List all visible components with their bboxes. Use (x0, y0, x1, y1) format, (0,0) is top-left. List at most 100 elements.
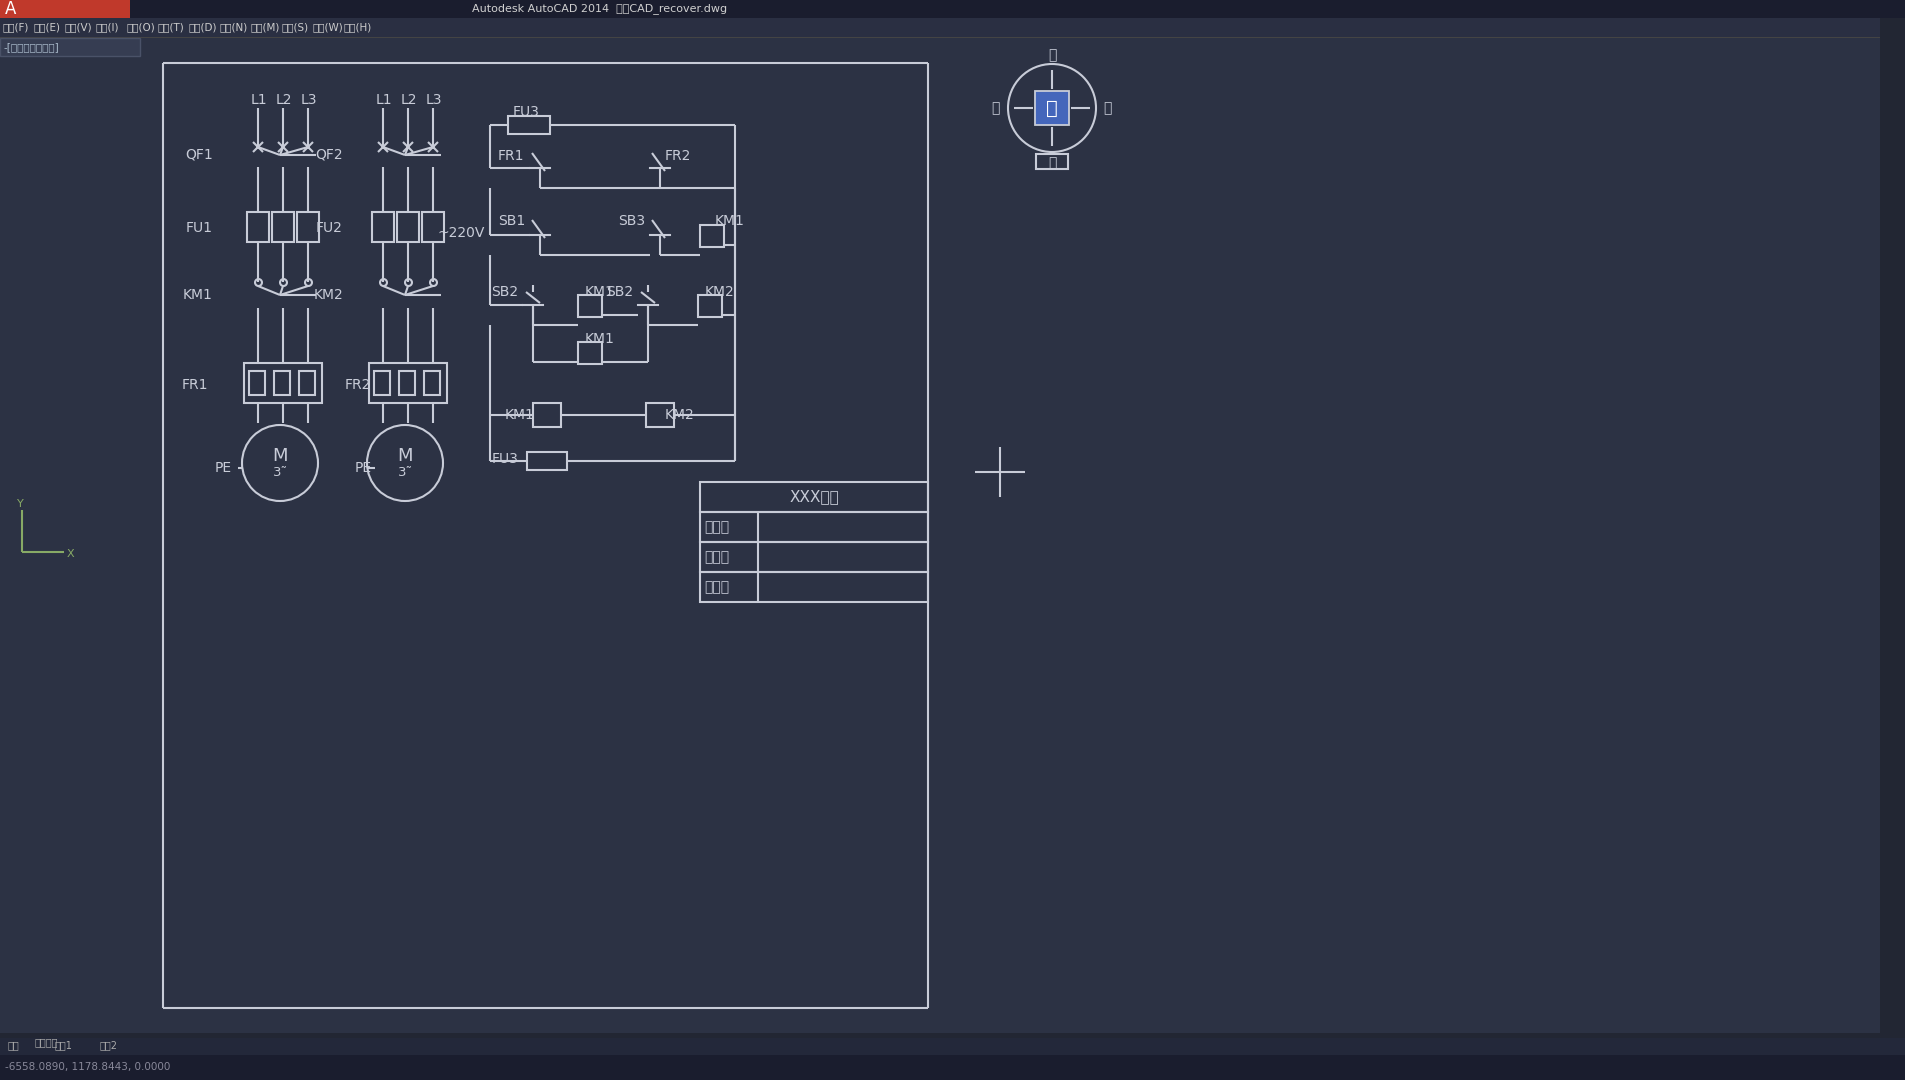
Bar (0, 0, 130, 18)
Bar (272, 212, 293, 242)
Text: -[顺序二机组线图]: -[顺序二机组线图] (4, 42, 59, 52)
Text: 上: 上 (1046, 98, 1057, 118)
Text: L2: L2 (276, 93, 291, 107)
Text: ~220V: ~220V (438, 226, 484, 240)
Text: L3: L3 (427, 93, 442, 107)
Text: 西: 西 (991, 102, 998, 114)
Text: FR1: FR1 (181, 378, 208, 392)
Text: SB1: SB1 (497, 214, 526, 228)
Bar (533, 403, 560, 427)
Bar (0, 1038, 1905, 1055)
Text: 南: 南 (1048, 156, 1055, 170)
Text: 修改(M): 修改(M) (251, 22, 280, 32)
Text: 插入(I): 插入(I) (95, 22, 120, 32)
Text: 窗口(W): 窗口(W) (312, 22, 343, 32)
Text: M: M (396, 447, 413, 465)
Text: PE: PE (354, 461, 371, 475)
Text: L3: L3 (301, 93, 318, 107)
Bar (1034, 91, 1069, 125)
Bar (398, 372, 415, 395)
Text: XXX公司: XXX公司 (789, 489, 838, 504)
Text: 项目名: 项目名 (703, 519, 730, 534)
Text: 参数(S): 参数(S) (282, 22, 309, 32)
Bar (0, 0, 1905, 18)
Text: FR2: FR2 (345, 378, 371, 392)
Text: Y: Y (17, 499, 23, 509)
Bar (699, 482, 928, 512)
Bar (0, 18, 1905, 38)
Text: FU1: FU1 (187, 221, 213, 235)
Text: 标注(N): 标注(N) (219, 22, 248, 32)
Bar (1036, 154, 1067, 168)
Text: FU3: FU3 (491, 453, 518, 465)
Text: QF1: QF1 (185, 148, 213, 162)
Text: KM1: KM1 (505, 408, 535, 422)
Text: 绘图(D): 绘图(D) (189, 22, 217, 32)
Bar (697, 295, 722, 318)
Text: 3˜: 3˜ (398, 465, 411, 478)
Text: A: A (6, 0, 17, 18)
Bar (0, 38, 139, 56)
Text: L1: L1 (251, 93, 267, 107)
Text: QF2: QF2 (314, 148, 343, 162)
Text: SB2: SB2 (606, 285, 632, 299)
Text: KM2: KM2 (312, 288, 343, 302)
Bar (699, 542, 928, 572)
Bar (646, 403, 674, 427)
Text: KM1: KM1 (714, 214, 745, 228)
Text: 布局模式: 布局模式 (34, 1037, 59, 1047)
Bar (526, 453, 566, 470)
Text: L1: L1 (375, 93, 392, 107)
Bar (248, 212, 269, 242)
Text: 视图(V): 视图(V) (65, 22, 93, 32)
Bar (297, 212, 318, 242)
Text: 模型: 模型 (8, 1040, 19, 1050)
Text: 帮助(H): 帮助(H) (343, 22, 371, 32)
Text: 工具(T): 工具(T) (158, 22, 185, 32)
Text: KM1: KM1 (585, 285, 615, 299)
Text: FR2: FR2 (665, 149, 692, 163)
Text: 编辑(E): 编辑(E) (34, 22, 61, 32)
Bar (396, 212, 419, 242)
Text: 北: 北 (1048, 48, 1055, 62)
Text: SB3: SB3 (617, 214, 644, 228)
Bar (1878, 18, 1905, 1035)
Text: KM1: KM1 (183, 288, 213, 302)
Text: 文件(F): 文件(F) (4, 22, 29, 32)
Bar (373, 372, 391, 395)
Bar (370, 363, 448, 403)
Text: -6558.0890, 1178.8443, 0.0000: -6558.0890, 1178.8443, 0.0000 (6, 1062, 170, 1072)
Text: FR1: FR1 (497, 149, 524, 163)
Text: 东: 东 (1103, 102, 1111, 114)
Bar (423, 372, 440, 395)
Bar (274, 372, 290, 395)
Bar (421, 212, 444, 242)
Text: FU2: FU2 (316, 221, 343, 235)
Text: 确认人: 确认人 (703, 580, 730, 594)
Text: M: M (272, 447, 288, 465)
Text: KM2: KM2 (665, 408, 695, 422)
Text: KM1: KM1 (585, 332, 615, 346)
Text: 制图人: 制图人 (703, 550, 730, 564)
Text: 布局1: 布局1 (55, 1040, 72, 1050)
Text: SB2: SB2 (491, 285, 518, 299)
Bar (250, 372, 265, 395)
Text: 布局2: 布局2 (99, 1040, 118, 1050)
Bar (244, 363, 322, 403)
Text: 3˜: 3˜ (272, 465, 288, 478)
Text: Autodesk AutoCAD 2014  电气CAD_recover.dwg: Autodesk AutoCAD 2014 电气CAD_recover.dwg (472, 3, 728, 14)
Bar (371, 212, 394, 242)
Bar (509, 116, 551, 134)
Text: FU3: FU3 (512, 105, 539, 119)
Bar (699, 572, 928, 602)
Bar (699, 225, 724, 247)
Bar (299, 372, 314, 395)
Text: PE: PE (215, 461, 232, 475)
Bar (0, 1032, 1905, 1038)
Text: X: X (67, 549, 74, 559)
Bar (577, 342, 602, 364)
Text: L2: L2 (400, 93, 417, 107)
Text: 格式(O): 格式(O) (128, 22, 156, 32)
Text: KM2: KM2 (705, 285, 733, 299)
Bar (699, 512, 928, 542)
